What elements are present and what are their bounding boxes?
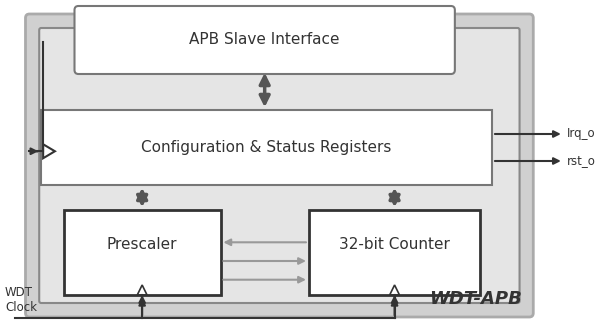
Text: Irq_o: Irq_o [566,127,595,140]
Bar [309,210,481,295]
Text: 32-bit Counter: 32-bit Counter [339,237,450,252]
Bar [64,210,221,295]
Text: Configuration & Status Registers: Configuration & Status Registers [142,140,392,155]
Text: WDT-APB: WDT-APB [428,290,521,308]
Bar [41,110,492,185]
Text: rst_o: rst_o [566,155,595,168]
Text: WDT
Clock: WDT Clock [5,286,37,314]
FancyBboxPatch shape [25,14,533,317]
Text: Prescaler: Prescaler [107,237,178,252]
FancyBboxPatch shape [39,28,520,303]
Text: APB Slave Interface: APB Slave Interface [190,33,340,47]
FancyBboxPatch shape [74,6,455,74]
